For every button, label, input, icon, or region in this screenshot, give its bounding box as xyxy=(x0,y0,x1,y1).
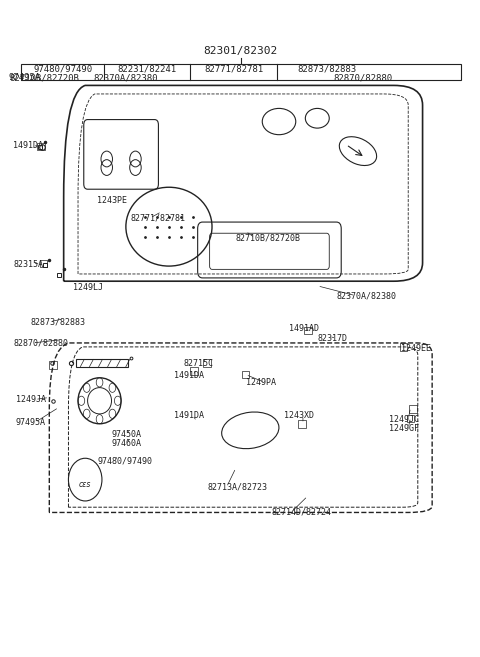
Text: 82873/82883: 82873/82883 xyxy=(30,317,85,327)
Text: 1249JC: 1249JC xyxy=(389,415,419,424)
Text: 82301/82302: 82301/82302 xyxy=(204,46,278,57)
Text: 1491DA: 1491DA xyxy=(13,141,43,150)
Text: 82370A/82380: 82370A/82380 xyxy=(94,73,158,82)
Text: 82715C: 82715C xyxy=(183,359,213,368)
Text: 1249PA: 1249PA xyxy=(245,378,276,387)
Text: 82771/82781: 82771/82781 xyxy=(131,214,186,223)
Text: 1249EE: 1249EE xyxy=(401,344,431,353)
Text: 1491AD: 1491AD xyxy=(288,324,319,333)
Text: 82870/82880: 82870/82880 xyxy=(13,338,69,348)
Text: cεs: cεs xyxy=(79,480,91,489)
Text: 82710B/82720B: 82710B/82720B xyxy=(10,73,80,82)
Text: 82870/82880: 82870/82880 xyxy=(333,73,392,82)
Text: 1491DA: 1491DA xyxy=(174,411,204,420)
Text: 82317D: 82317D xyxy=(317,334,348,343)
Text: 97495A: 97495A xyxy=(16,418,46,427)
Text: 97495A: 97495A xyxy=(8,73,40,82)
Text: 1243PE: 1243PE xyxy=(97,196,127,205)
Text: 82873/82883: 82873/82883 xyxy=(297,64,357,74)
Text: 97480/97490: 97480/97490 xyxy=(97,457,152,466)
Text: 97460A: 97460A xyxy=(111,439,142,448)
Text: 1249GF: 1249GF xyxy=(389,424,419,433)
Text: 1249JA: 1249JA xyxy=(16,395,46,404)
Text: 82370A/82380: 82370A/82380 xyxy=(336,291,396,300)
Text: 82771/82781: 82771/82781 xyxy=(204,64,263,74)
Text: 97480/97490: 97480/97490 xyxy=(33,64,92,74)
Text: 82710B/82720B: 82710B/82720B xyxy=(236,233,301,242)
Text: 1249LJ: 1249LJ xyxy=(73,283,103,292)
Text: 1243XD: 1243XD xyxy=(284,411,314,420)
Text: 82231/82241: 82231/82241 xyxy=(118,64,177,74)
Text: 82713A/82723: 82713A/82723 xyxy=(207,483,267,492)
Text: 1491DA: 1491DA xyxy=(174,371,204,380)
Text: 97450A: 97450A xyxy=(111,430,142,440)
Text: 82315A: 82315A xyxy=(13,260,43,269)
Bar xyxy=(21,64,461,80)
Text: 82714D/82724: 82714D/82724 xyxy=(272,508,332,517)
